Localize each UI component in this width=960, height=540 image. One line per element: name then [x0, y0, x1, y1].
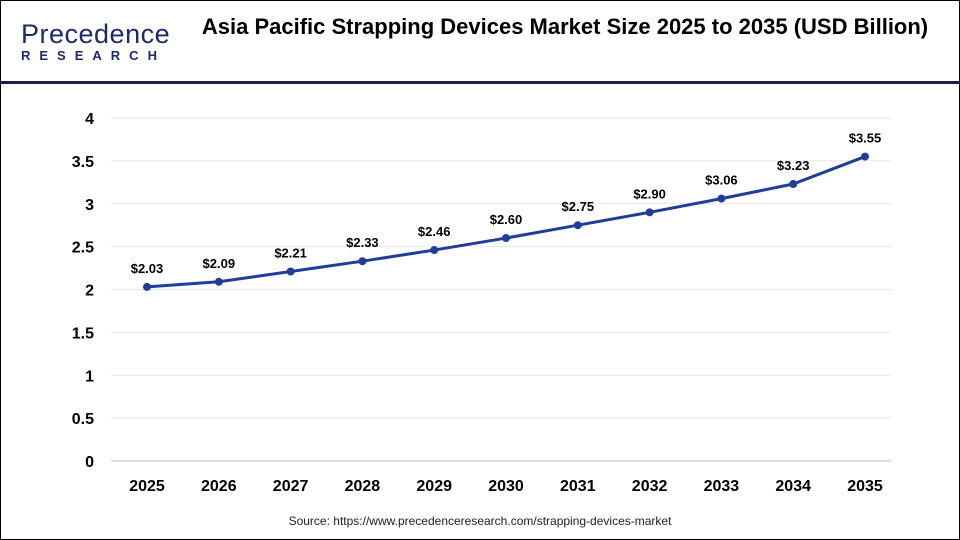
data-point [286, 267, 295, 276]
data-point [430, 246, 439, 255]
y-tick-label: 1 [85, 368, 94, 385]
x-tick-label: 2025 [129, 478, 165, 495]
data-point [143, 282, 151, 291]
data-label: $2.09 [203, 256, 236, 271]
data-point [214, 277, 223, 286]
x-tick-label: 2027 [273, 478, 309, 495]
x-tick-label: 2034 [775, 478, 811, 495]
precedence-research-logo: Precedence RESEARCH [17, 19, 171, 64]
logo-line1: Precedence [21, 19, 171, 49]
source-note: Source: https://www.precedenceresearch.c… [288, 514, 672, 528]
y-tick-label: 3 [85, 197, 94, 214]
y-tick-label: 0 [85, 454, 94, 471]
data-point [502, 234, 510, 243]
data-label: $2.60 [490, 212, 523, 227]
header-divider [1, 81, 959, 84]
chart-title: Asia Pacific Strapping Devices Market Si… [201, 14, 929, 39]
x-tick-label: 2026 [201, 478, 237, 495]
data-label: $3.06 [705, 173, 738, 188]
data-point [358, 257, 367, 266]
data-point [645, 208, 654, 217]
y-tick-label: 0.5 [72, 411, 94, 428]
x-tick-label: 2030 [488, 478, 524, 495]
data-label: $2.75 [562, 199, 595, 214]
x-tick-label: 2029 [416, 478, 452, 495]
data-point [789, 180, 798, 189]
data-label: $2.03 [131, 261, 164, 276]
data-point [717, 194, 726, 203]
y-tick-label: 4 [85, 111, 94, 128]
x-tick-label: 2028 [345, 478, 381, 495]
data-point [861, 152, 869, 161]
y-tick-label: 3.5 [72, 154, 94, 171]
data-label: $3.23 [777, 158, 810, 173]
data-point [573, 221, 582, 230]
y-tick-label: 2.5 [72, 240, 94, 257]
x-tick-label: 2032 [632, 478, 668, 495]
x-tick-label: 2035 [847, 478, 883, 495]
x-tick-label: 2033 [704, 478, 740, 495]
x-tick-label: 2031 [560, 478, 596, 495]
data-label: $2.46 [418, 224, 451, 239]
y-tick-label: 1.5 [72, 325, 94, 342]
data-label: $2.21 [274, 245, 307, 260]
data-label: $2.33 [346, 235, 379, 250]
y-tick-label: 2 [85, 283, 94, 300]
data-label: $2.90 [633, 186, 666, 201]
data-label: $3.55 [849, 131, 882, 146]
logo-line2: RESEARCH [21, 48, 166, 63]
